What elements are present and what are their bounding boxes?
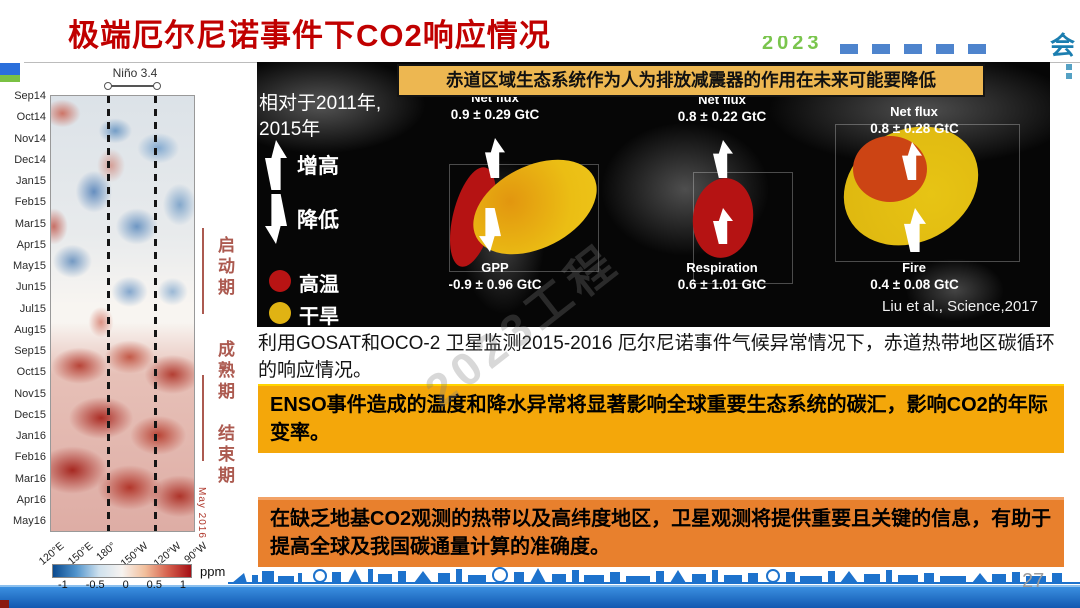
component-value-fire: 0.4 ± 0.08 GtC [870,277,959,292]
decrease-label: 降低 [297,209,339,232]
phase-label-mature: 成熟期 [215,340,234,403]
down-arrow-icon [265,194,287,244]
highlight-box-satellite: 在缺乏地基CO2观测的热带以及高纬度地区，卫星观测将提供重要且关键的信息，有助于… [258,497,1064,567]
world-carbon-flux-map: 赤道区域生态系统作为人为排放减震器的作用在未来可能要降低 相对于2011年, 2… [257,62,1050,327]
component-value-respiration: 0.6 ± 1.01 GtC [677,277,767,292]
month-axis: Sep14 Oct14 Nov14 Dec14 Jan15 Feb15 Mar15 Apr15… [2,90,46,527]
logo-character: 会 [1050,32,1076,60]
nino34-range-endpoint-icon [104,82,112,90]
month-tick-label: Aug15 [14,323,46,336]
skyline-graphic [228,567,1080,590]
nino34-east-dashed-line [154,96,157,531]
logo-year-fragment: 2023 [762,36,823,53]
nino34-range-line [109,85,157,87]
component-label-fire: Fire [902,260,926,275]
month-tick-label: Jul15 [19,302,46,315]
longitude-tick-label: 180° [94,540,119,564]
component-value-gpp: -0.9 ± 0.96 GtC [448,277,542,292]
month-tick-label: Nov14 [14,132,46,145]
month-tick-label: Jan16 [16,430,46,442]
up-arrow-icon [265,140,287,190]
increase-label: 增高 [297,155,339,178]
colorbar-ticks: -1 -0.5 0 0.5 1 [52,579,192,591]
month-tick-label: Jun15 [16,281,46,294]
bottom-blue-band [0,585,1080,608]
colorbar-tick-label: -0.5 [85,579,105,591]
month-tick-label: Apr16 [16,493,46,506]
logo-text-fragment-icon [840,44,986,54]
highlight-box-enso: ENSO事件造成的温度和降水异常将显著影响全球重要生态系统的碳汇，影响CO2的年… [258,384,1064,453]
netflux-label-se-asia: Net flux [890,104,938,119]
baseline-text-line2: 2015年 [259,119,321,140]
month-tick-label: Feb16 [14,451,46,464]
map-banner: 赤道区域生态系统作为人为排放减震器的作用在未来可能要降低 [397,64,985,97]
corner-decoration [0,600,9,608]
page-number: 27 [1022,570,1045,592]
logo-small-marks-icon [1066,64,1072,82]
phase-bracket-line [202,375,204,461]
legend-high-temp-label: 高温 [299,274,339,296]
month-tick-label: Nov15 [14,387,46,400]
page-title: 极端厄尔尼诺事件下CO2响应情况 [68,18,551,53]
phase-label-onset: 启动期 [215,236,234,299]
heatmap-side-note: May 2016 [196,487,207,539]
month-tick-label: Oct15 [16,366,46,379]
colorbar-tick-label: -1 [58,579,68,591]
colorbar-tick-label: 1 [179,579,186,591]
netflux-value-sa: 0.9 ± 0.29 GtC [450,107,540,122]
component-label-respiration: Respiration [686,260,758,275]
month-tick-label: Dec14 [14,153,46,166]
netflux-value-se-asia: 0.8 ± 0.28 GtC [870,121,959,136]
month-tick-label: Dec15 [14,408,46,421]
figure-caption: 利用GOSAT和OCO-2 卫星监测2015-2016 厄尔尼诺事件气候异常情况… [258,333,1055,381]
month-tick-label: Jan15 [16,175,46,187]
baseline-text-line1: 相对于2011年, [259,93,382,114]
legend-drought-label: 干旱 [299,306,339,327]
month-tick-label: Sep15 [14,345,46,357]
legend-high-temp-dot-icon [269,270,291,292]
colorbar-tick-label: 0 [122,579,129,591]
colorbar-unit-label: ppm [200,564,226,579]
citation: Liu et al., Science,2017 [882,298,1038,315]
month-tick-label: Feb15 [14,196,46,209]
legend-drought-dot-icon [269,302,291,324]
phase-bracket-line [202,228,204,314]
colorbar-tick-label: 0.5 [146,579,162,591]
colorbar [52,564,192,578]
region-outline-south-america [449,164,599,272]
month-tick-label: Mar15 [14,217,46,230]
month-tick-label: May15 [12,260,46,272]
edge-decoration-blue [0,63,20,75]
hovmoller-heatmap [50,95,195,532]
nino34-label: Niño 3.4 [112,66,158,80]
phase-label-ending: 结束期 [215,424,234,487]
edge-decoration-green [0,75,20,82]
nino34-range-endpoint-icon [153,82,161,90]
nino34-west-dashed-line [107,96,110,531]
month-tick-label: Sep14 [14,90,46,102]
longitude-tick-label: 90°W [182,540,210,566]
month-tick-label: Apr15 [16,238,46,251]
component-label-gpp: GPP [481,260,509,275]
month-tick-label: Mar16 [14,472,46,485]
month-tick-label: May16 [12,515,46,527]
city-skyline-icon [228,567,1080,584]
region-outline-se-asia [835,124,1020,262]
month-tick-label: Oct14 [16,111,46,124]
longitude-axis: 120°E 150°E 180° 150°W 120°W 90°W [30,540,210,570]
netflux-value-africa: 0.8 ± 0.22 GtC [677,109,767,124]
